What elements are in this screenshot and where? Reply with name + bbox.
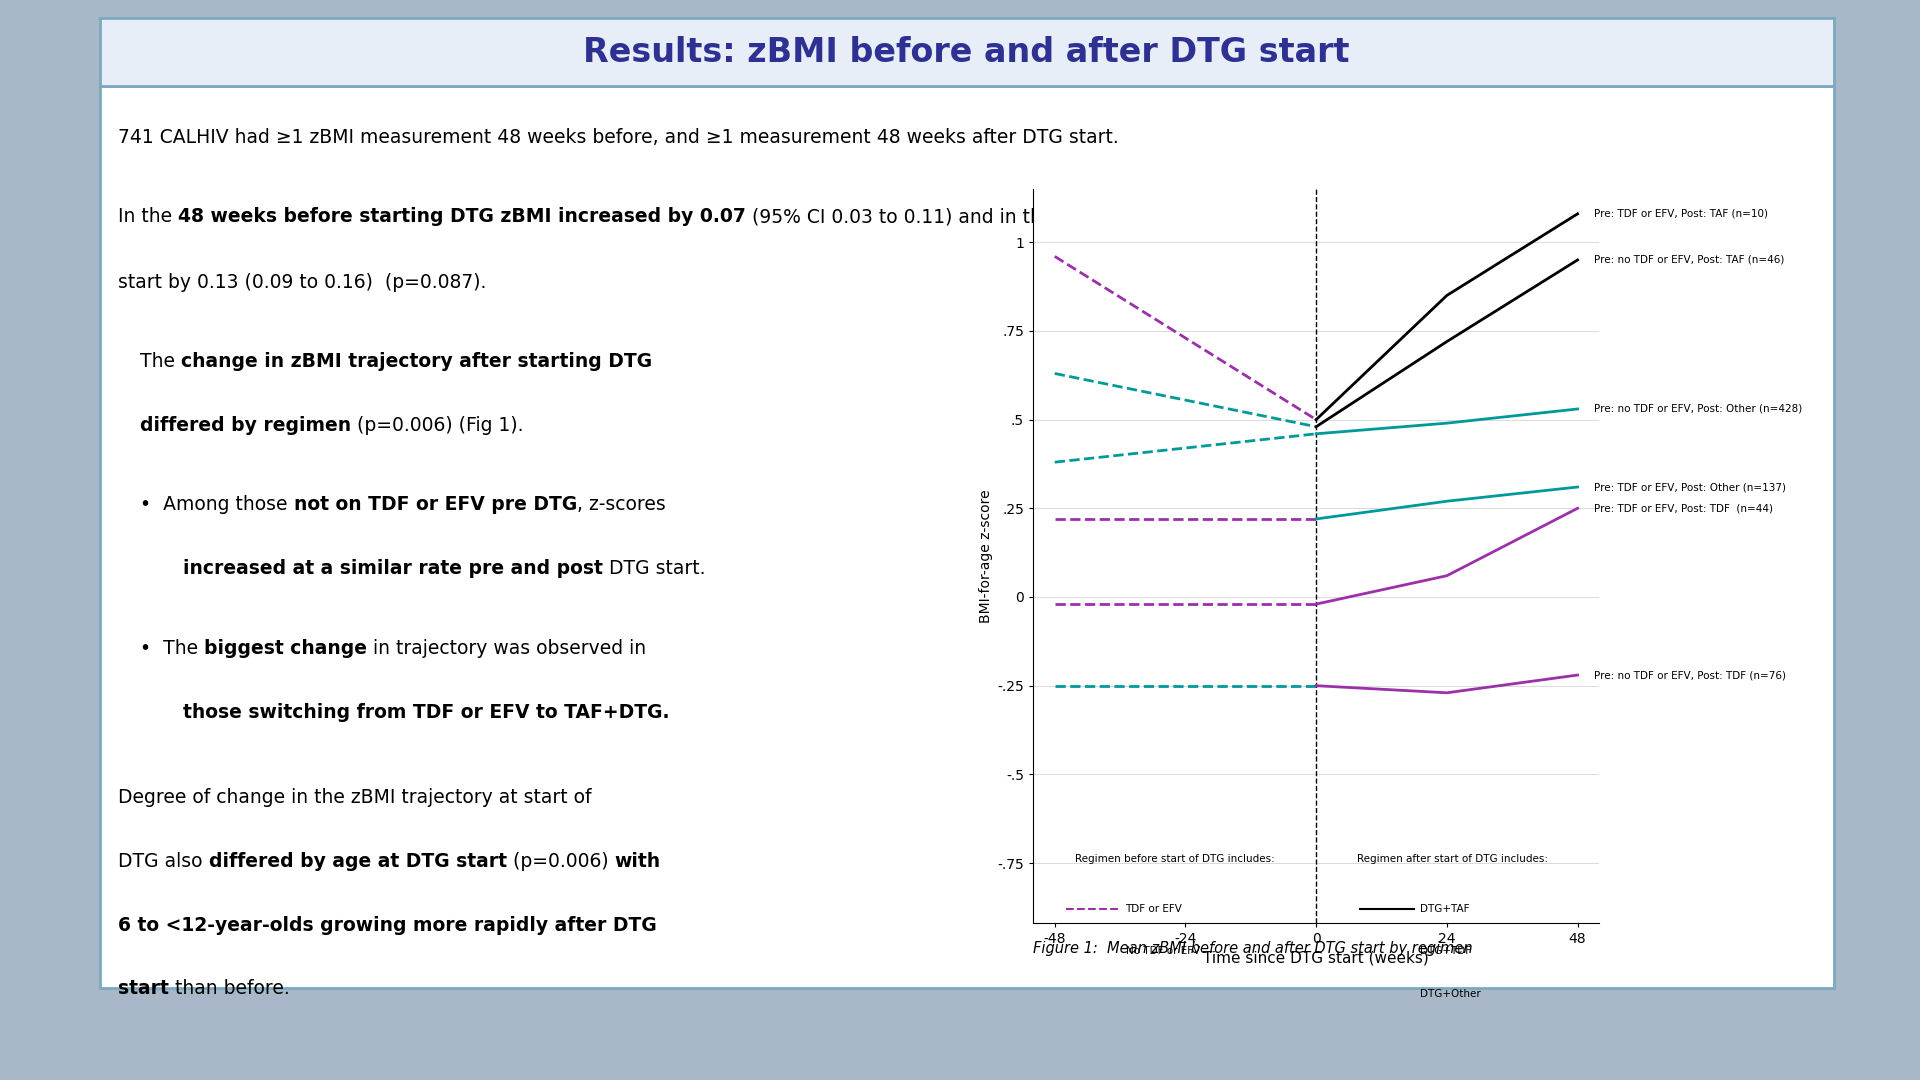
Text: (95% CI 0.03 to 0.11) and in the 48 weeks after DTG: (95% CI 0.03 to 0.11) and in the 48 week… (747, 207, 1246, 226)
Text: Pre: TDF or EFV, Post: TDF  (n=44): Pre: TDF or EFV, Post: TDF (n=44) (1594, 503, 1772, 513)
Text: with: with (614, 851, 660, 870)
Text: biggest change: biggest change (204, 638, 367, 658)
Text: TDF or EFV: TDF or EFV (1125, 904, 1183, 914)
Text: those switching from TDF or EFV to TAF+DTG.: those switching from TDF or EFV to TAF+D… (182, 703, 670, 721)
Text: Regimen after start of DTG includes:: Regimen after start of DTG includes: (1357, 853, 1548, 864)
Text: not on TDF or EFV pre DTG: not on TDF or EFV pre DTG (294, 495, 578, 514)
Text: Regimen before start of DTG includes:: Regimen before start of DTG includes: (1075, 853, 1275, 864)
Text: Results: zBMI before and after DTG start: Results: zBMI before and after DTG start (584, 36, 1350, 69)
Text: DTG+TDF: DTG+TDF (1419, 946, 1471, 956)
Text: (p=0.006): (p=0.006) (507, 851, 614, 870)
Text: 48 weeks before starting DTG zBMI increased by 0.07: 48 weeks before starting DTG zBMI increa… (179, 207, 747, 226)
Text: Pre: no TDF or EFV, Post: Other (n=428): Pre: no TDF or EFV, Post: Other (n=428) (1594, 404, 1803, 414)
Text: increased at a similar rate pre and post: increased at a similar rate pre and post (182, 559, 603, 578)
Text: •  The: • The (140, 638, 204, 658)
Text: (p=0.006) (Fig 1).: (p=0.006) (Fig 1). (351, 416, 524, 435)
Text: differed by regimen: differed by regimen (140, 416, 351, 435)
Y-axis label: BMI-for-age z-score: BMI-for-age z-score (979, 489, 993, 623)
Text: Pre: no TDF or EFV, Post: TAF (n=46): Pre: no TDF or EFV, Post: TAF (n=46) (1594, 255, 1784, 265)
Text: Pre: TDF or EFV, Post: Other (n=137): Pre: TDF or EFV, Post: Other (n=137) (1594, 482, 1786, 492)
Text: differed by age at DTG start: differed by age at DTG start (209, 851, 507, 870)
Text: DTG+Other: DTG+Other (1419, 989, 1480, 999)
Text: start: start (119, 980, 169, 998)
Text: DTG start.: DTG start. (603, 559, 705, 578)
Text: 741 CALHIV had ≥1 zBMI measurement 48 weeks before, and ≥1 measurement 48 weeks : 741 CALHIV had ≥1 zBMI measurement 48 we… (119, 129, 1119, 147)
Text: than before.: than before. (169, 980, 290, 998)
Text: in trajectory was observed in: in trajectory was observed in (367, 638, 647, 658)
Text: Pre: no TDF or EFV, Post: TDF (n=76): Pre: no TDF or EFV, Post: TDF (n=76) (1594, 670, 1786, 680)
Text: , z-scores: , z-scores (578, 495, 666, 514)
Text: The: The (140, 352, 180, 372)
Text: DTG+TAF: DTG+TAF (1419, 904, 1469, 914)
Text: Degree of change in the zBMI trajectory at start of: Degree of change in the zBMI trajectory … (119, 788, 591, 807)
Text: No TDF or EFV: No TDF or EFV (1125, 946, 1200, 956)
X-axis label: Time since DTG start (weeks): Time since DTG start (weeks) (1204, 950, 1428, 966)
Text: In the: In the (119, 207, 179, 226)
Text: 6 to <12-year-olds growing more rapidly after DTG: 6 to <12-year-olds growing more rapidly … (119, 916, 657, 935)
Text: •  Among those: • Among those (140, 495, 294, 514)
Text: Pre: TDF or EFV, Post: TAF (n=10): Pre: TDF or EFV, Post: TAF (n=10) (1594, 208, 1768, 219)
Text: DTG also: DTG also (119, 851, 209, 870)
Text: Figure 1:  Mean zBMI before and after DTG start by regimen: Figure 1: Mean zBMI before and after DTG… (1033, 941, 1473, 956)
Text: start by 0.13 (0.09 to 0.16)  (p=0.087).: start by 0.13 (0.09 to 0.16) (p=0.087). (119, 273, 486, 293)
Text: change in zBMI trajectory after starting DTG: change in zBMI trajectory after starting… (180, 352, 653, 372)
